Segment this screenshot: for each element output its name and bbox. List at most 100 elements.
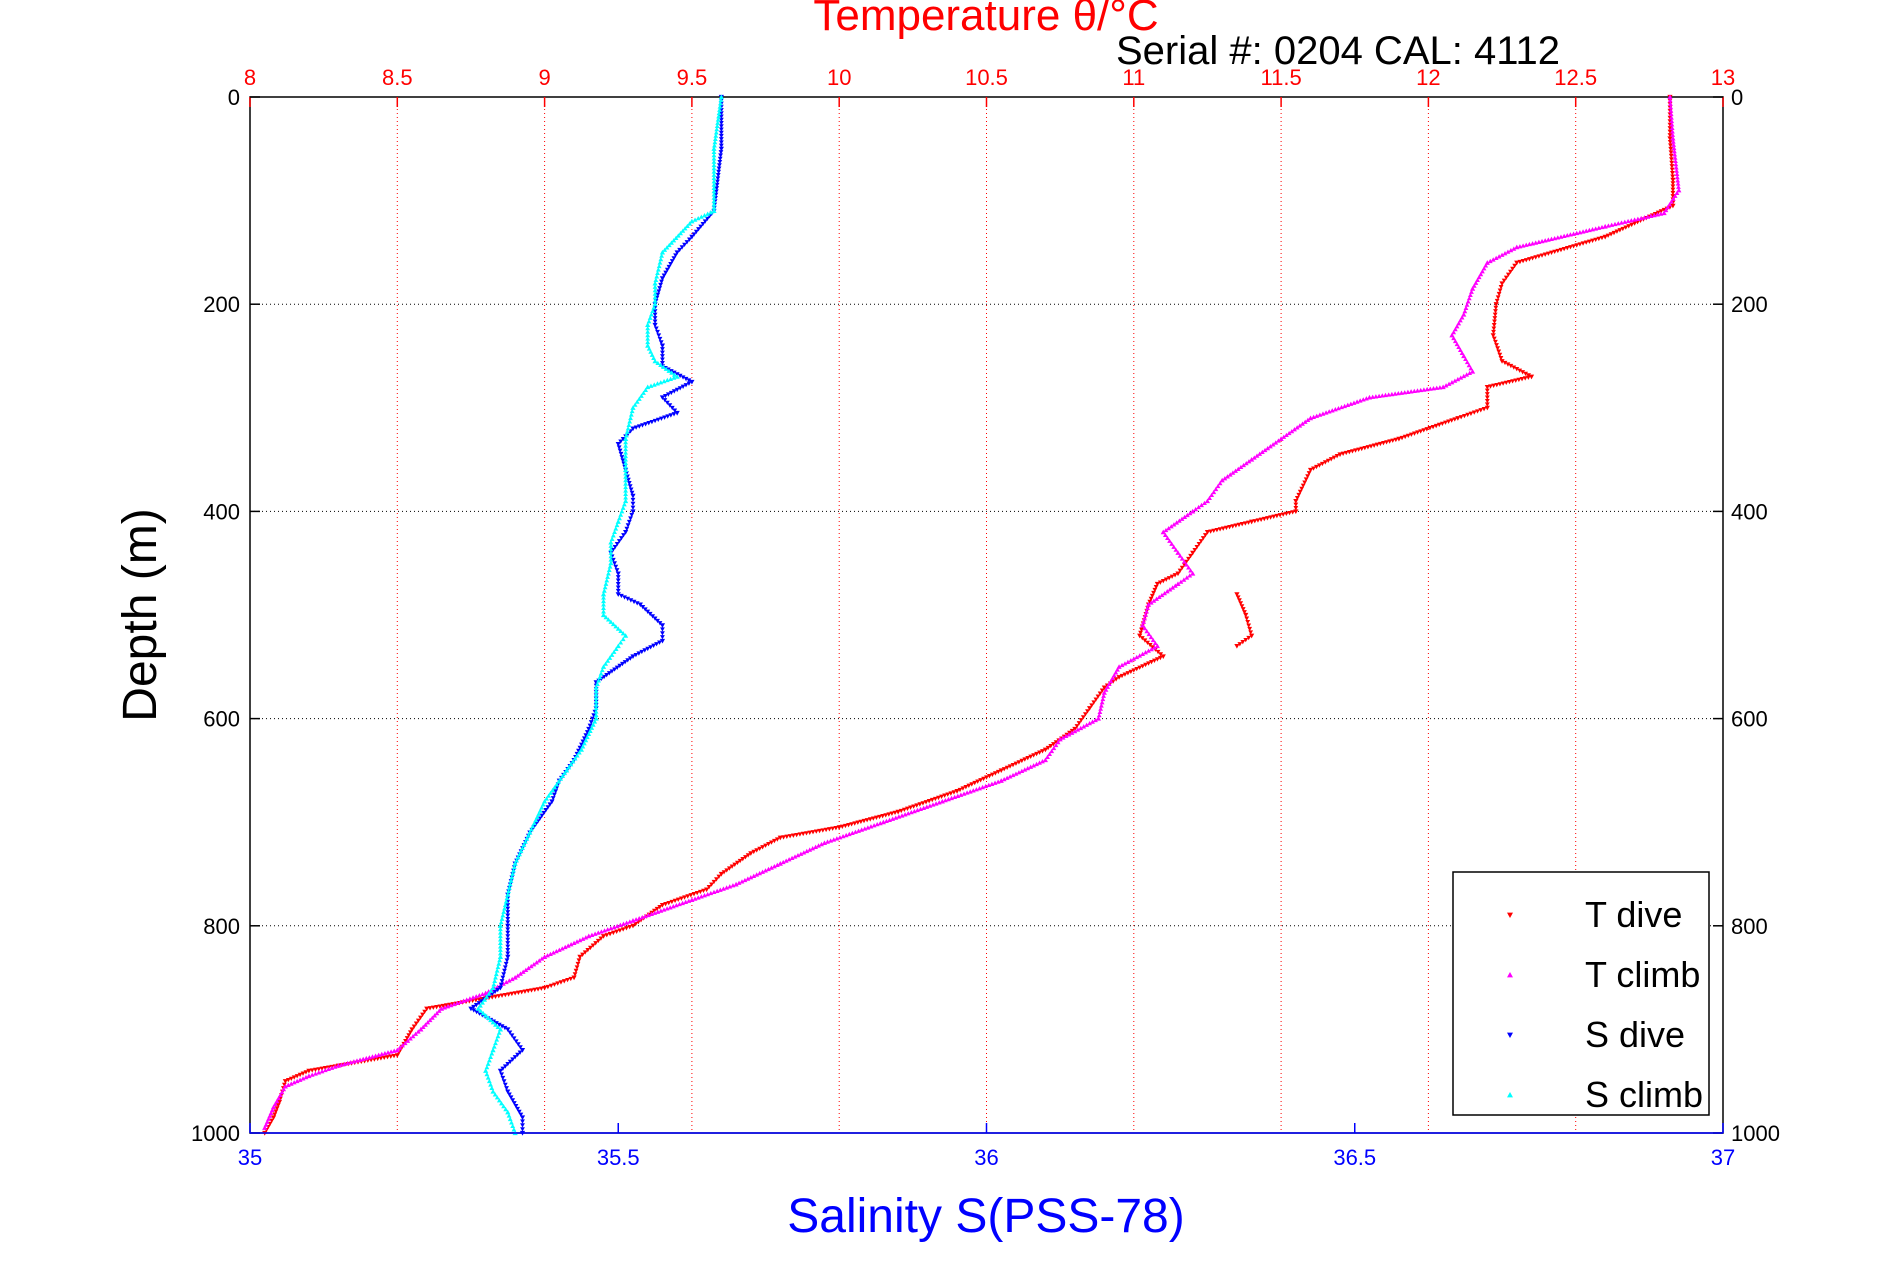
data-point-interp [611, 649, 617, 654]
data-point-interp [1459, 315, 1465, 320]
data-point [711, 208, 717, 214]
data-point-interp [507, 1030, 513, 1035]
data-point-interp [669, 405, 675, 411]
data-point-interp [1146, 648, 1151, 653]
data-point-interp [955, 793, 961, 798]
data-point-interp [276, 1095, 282, 1101]
data-point [1337, 452, 1343, 458]
data-point-interp [763, 843, 768, 848]
data-point-interp [345, 1060, 351, 1066]
data-point-interp [511, 1036, 517, 1041]
data-point [733, 881, 739, 887]
data-point-interp [1119, 673, 1125, 679]
data-point-interp [1051, 742, 1056, 747]
data-point [711, 146, 717, 151]
data-point-interp [914, 803, 920, 808]
data-point-interp [1652, 211, 1658, 217]
data-point-interp [1402, 390, 1408, 395]
data-point-interp [774, 862, 780, 867]
data-point-interp [1520, 370, 1526, 375]
data-point-interp [1545, 237, 1551, 242]
data-point-interp [896, 814, 902, 819]
data-point-interp [1670, 139, 1676, 144]
data-point-interp [929, 797, 935, 803]
data-point-interp [577, 937, 583, 943]
depth-tick-label-right: 200 [1731, 292, 1768, 317]
data-point-interp [1055, 739, 1061, 745]
data-point [1293, 498, 1299, 504]
data-point [578, 747, 585, 752]
data-point-interp [1303, 477, 1309, 482]
data-point-interp [640, 605, 646, 610]
data-point-interp [1098, 706, 1104, 711]
data-point-interp [1182, 514, 1188, 519]
data-point-interp [467, 996, 473, 1001]
data-point-interp [505, 930, 511, 936]
data-point-interp [714, 888, 720, 893]
data-point-interp [1434, 385, 1440, 390]
data-point-interp [1178, 579, 1184, 584]
data-point-interp [1152, 645, 1157, 650]
data-point-interp [783, 858, 789, 863]
data-point-interp [727, 884, 733, 889]
data-point-interp [496, 1030, 502, 1035]
data-point [490, 1047, 496, 1053]
data-point-interp [1146, 631, 1152, 637]
data-point-interp [499, 1072, 505, 1077]
data-point-interp [666, 242, 672, 248]
data-point-interp [513, 1104, 519, 1109]
data-point-interp [407, 1036, 413, 1041]
data-point-interp [780, 859, 786, 865]
data-point-interp [525, 833, 531, 838]
data-point-interp [619, 455, 625, 460]
data-point-interp [655, 618, 660, 624]
data-point-interp [288, 1081, 294, 1086]
data-point-interp [400, 1043, 405, 1048]
data-point-interp [1113, 677, 1119, 682]
data-point-interp [1493, 339, 1498, 345]
data-point-interp [1083, 712, 1088, 717]
data-point-interp [415, 1029, 421, 1034]
data-point-interp [593, 692, 599, 697]
data-point-interp [1412, 431, 1417, 436]
legend-label: S climb [1585, 1074, 1703, 1115]
data-point-interp [1098, 703, 1104, 708]
data-point-interp [1568, 232, 1573, 237]
data-point [1514, 244, 1520, 250]
data-point-interp [451, 1001, 457, 1007]
data-point-interp [714, 123, 720, 129]
data-point-interp [1254, 453, 1260, 458]
data-point-interp [1239, 604, 1245, 609]
data-point-interp [1492, 316, 1498, 321]
data-point-interp [648, 383, 654, 388]
data-point-interp [518, 848, 524, 854]
data-point-interp [967, 789, 973, 794]
data-point-interp [1202, 500, 1207, 506]
data-point-interp [694, 890, 700, 896]
data-point-interp [1451, 335, 1457, 341]
data-point [652, 301, 658, 307]
data-point-interp [618, 640, 624, 645]
data-point-interp [1484, 388, 1490, 393]
data-point-interp [740, 857, 746, 862]
data-point-interp [711, 182, 717, 187]
data-point-interp [1443, 420, 1448, 425]
data-point-interp [1459, 350, 1465, 355]
data-point-interp [1142, 625, 1148, 631]
data-point-interp [376, 1052, 382, 1057]
data-point-interp [648, 312, 654, 317]
data-point-interp [492, 978, 498, 983]
data-point-interp [656, 263, 662, 269]
data-point-interp [1494, 343, 1499, 348]
data-point-interp [1246, 635, 1252, 641]
data-point-interp [1523, 242, 1529, 247]
data-point-interp [1188, 553, 1194, 559]
data-point-interp [1131, 656, 1137, 661]
data-point-interp [1495, 295, 1501, 300]
data-point-interp [1673, 161, 1679, 167]
data-point [615, 643, 621, 649]
data-point-interp [500, 1075, 506, 1081]
data-point [659, 276, 666, 281]
data-point-interp [992, 771, 998, 776]
